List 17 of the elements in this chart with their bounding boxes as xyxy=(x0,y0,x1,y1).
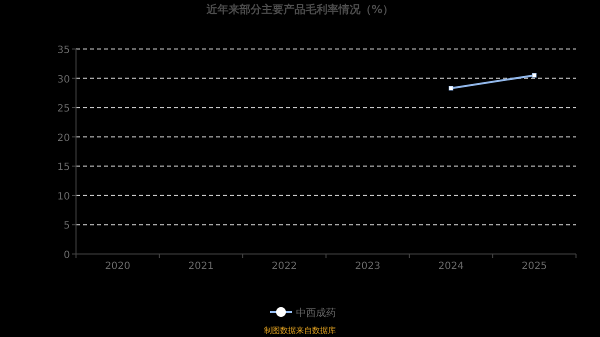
y-tick-label: 25 xyxy=(57,104,70,115)
text: 制图数据来自数据库 xyxy=(264,326,336,335)
y-tick-label: 30 xyxy=(57,74,70,86)
chart-title: 近年来部分主要产品毛利率情况（%） xyxy=(205,3,394,16)
x-tick-label: 2022 xyxy=(272,261,298,272)
y-tick-label: 10 xyxy=(57,191,70,202)
x-tick-label: 2024 xyxy=(438,261,464,272)
y-tick-label: 0 xyxy=(64,250,70,261)
legend-label: 中西成药 xyxy=(296,307,336,319)
x-tick-label: 2021 xyxy=(188,261,214,272)
y-tick-label: 15 xyxy=(57,162,70,174)
y-tick-label: 20 xyxy=(57,132,70,144)
x-tick-label: 2020 xyxy=(104,261,130,272)
x-tick-label: 2025 xyxy=(522,261,548,272)
y-tick-label: 5 xyxy=(64,220,70,232)
y-tick-label: 35 xyxy=(57,45,70,56)
x-tick-label: 2023 xyxy=(354,261,380,272)
